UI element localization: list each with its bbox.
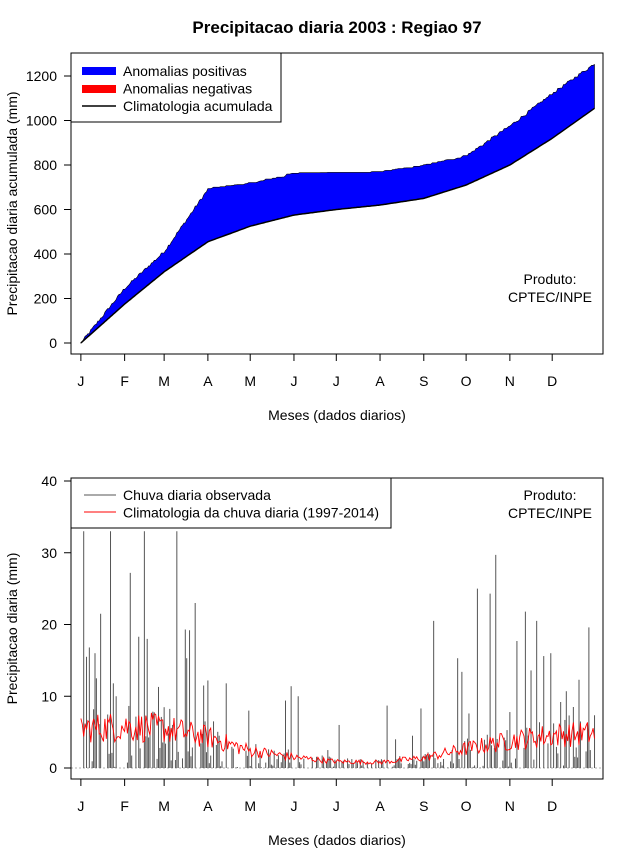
x-tick-label: M [158,798,170,814]
legend-label: Climatologia acumulada [123,98,273,114]
x-tick-label: M [244,798,256,814]
climatology-daily-line [80,712,595,766]
x-tick-label: A [203,373,213,389]
cumulative-precip-plot: 0 200 400 600 800 1000 1200 J F M A M J J A S O N D Meses (… [4,52,604,423]
x-tick-label: F [120,373,129,389]
daily-precip-plot: 0 10 20 30 40 J F M A M J J A S O N D Meses (dados diario… [4,473,604,848]
y-tick-label: 1200 [26,68,57,84]
y-tick-label: 600 [34,202,58,218]
x-tick-label: M [158,373,170,389]
y-tick-label: 0 [49,760,57,776]
x-tick-label: S [419,798,428,814]
y-tick-label: 10 [41,688,57,704]
x-tick-label: A [375,373,385,389]
x-tick-label: J [290,373,297,389]
legend: Chuva diaria observada Climatologia da ch… [70,477,392,529]
legend-label: Anomalias positivas [123,63,247,79]
y-axis-label: Precipitacao diaria acumulada (mm) [4,91,20,315]
x-tick-label: J [333,373,340,389]
y-tick-label: 400 [34,246,58,262]
x-tick-label: S [419,373,428,389]
y-axis-label: Precipitacao diaria (mm) [4,553,20,705]
annotation-line: Produto: [524,271,577,287]
x-tick-label: J [333,798,340,814]
x-tick-label: O [461,373,472,389]
x-tick-label: J [290,798,297,814]
climatology-cumulative-line [80,107,595,344]
x-tick-label: J [77,798,84,814]
y-tick-label: 20 [41,617,57,633]
y-tick-label: 30 [41,545,57,561]
annotation-line: Produto: [524,487,577,503]
y-tick-label: 1000 [26,113,57,129]
y-tick-label: 800 [34,157,58,173]
daily-bars [71,531,603,769]
x-tick-label: F [120,798,129,814]
x-tick-label: D [547,798,557,814]
x-axis-label: Meses (dados diarios) [268,832,406,848]
legend-label: Anomalias negativas [123,81,252,97]
x-tick-label: A [375,798,385,814]
x-tick-label: N [505,373,515,389]
x-tick-label: D [547,373,557,389]
legend-label: Climatologia da chuva diaria (1997-2014) [123,505,379,521]
annotation-line: CPTEC/INPE [508,505,592,521]
x-tick-label: N [505,798,515,814]
x-axis-label: Meses (dados diarios) [268,407,406,423]
chart-title: Precipitacao diaria 2003 : Regiao 97 [192,18,481,37]
y-tick-label: 200 [34,291,58,307]
x-tick-label: O [461,798,472,814]
x-tick-label: A [203,798,213,814]
y-tick-label: 0 [49,335,57,351]
x-tick-label: M [244,373,256,389]
annotation-line: CPTEC/INPE [508,289,592,305]
legend-label: Chuva diaria observada [123,487,271,503]
y-tick-label: 40 [41,473,57,489]
legend: Anomalias positivas Anomalias negativasCl… [70,52,282,123]
x-tick-label: J [77,373,84,389]
legend-box [70,477,392,529]
